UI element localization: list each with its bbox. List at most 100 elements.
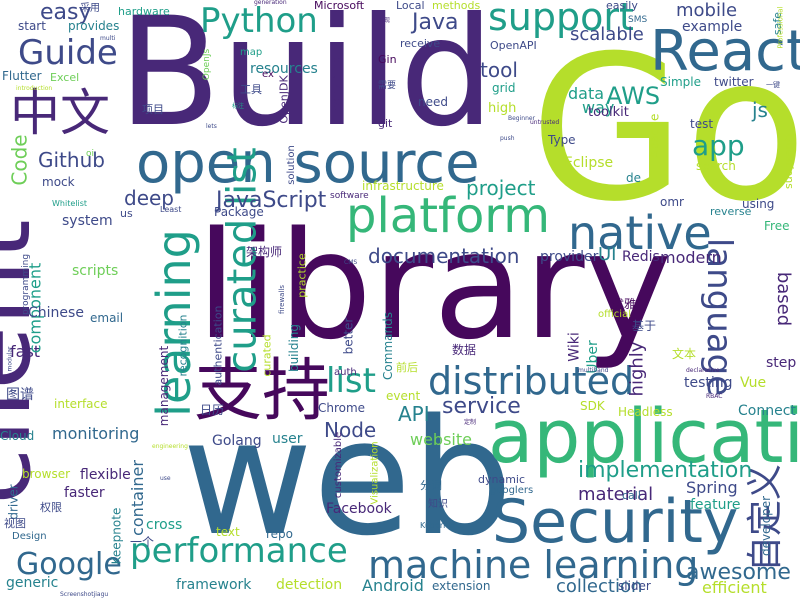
word-project: project — [466, 176, 536, 200]
word-beginner: Beginner — [508, 115, 536, 122]
word-mobile: mobile — [676, 0, 738, 21]
word-platform: platform — [346, 188, 550, 244]
word-mock: mock — [42, 175, 75, 189]
word-official: official — [598, 309, 631, 320]
word-redis: Redis — [622, 249, 660, 265]
word-headless: Headless — [618, 405, 673, 419]
word-easy: easy — [40, 0, 92, 25]
word-flexible: flexible — [80, 467, 131, 483]
word-management: management — [157, 345, 172, 427]
word-cms: CMS — [344, 259, 358, 266]
word-multi: multi — [100, 35, 116, 42]
word-repo: repo — [266, 527, 294, 541]
word-us: us — [120, 207, 133, 220]
word-text: text — [216, 525, 240, 539]
word-android: Android — [362, 576, 424, 595]
word-introduction: introduction — [16, 85, 53, 92]
word-infrastructure: infrastructure — [362, 179, 444, 193]
word-efficient: efficient — [702, 578, 767, 597]
word-example: example — [682, 19, 743, 35]
word-open-source: open source — [136, 131, 480, 196]
word-better: better — [341, 317, 356, 355]
word-cross: cross — [146, 517, 183, 533]
word-excel: Excel — [50, 71, 80, 84]
word-distributed: distributed — [428, 359, 635, 403]
word-zhichi: 支持 — [194, 352, 331, 431]
word-aws: AWS — [606, 82, 661, 110]
word-apache: Apache — [647, 113, 662, 159]
word-hardware: hardware — [118, 5, 170, 18]
word-website: website — [410, 430, 472, 449]
word-type: Type — [548, 133, 576, 147]
word-call: call — [622, 489, 641, 502]
word-shitu: 视图 — [4, 517, 26, 530]
word-ui: UI — [598, 244, 617, 265]
word-simple: Simple — [660, 75, 701, 89]
word-browser: browser — [22, 467, 71, 481]
word-questions: Questions — [782, 134, 796, 189]
word-api: API — [398, 402, 430, 426]
word-map: map — [240, 47, 263, 58]
word-rili: 日历 — [200, 403, 225, 417]
word-cloud: Cloud — [0, 429, 35, 443]
word-tupu: 图谱 — [6, 387, 34, 403]
word-slider: slider — [618, 579, 651, 593]
word-native: native — [568, 206, 712, 260]
word-detection: detection — [276, 577, 343, 593]
word-youya: 优雅 — [612, 297, 637, 311]
word-support: support — [488, 0, 634, 39]
word-implementation: implementation — [578, 458, 753, 483]
word-shuju: 数据 — [452, 343, 477, 357]
word-fenci: 分词 — [420, 479, 442, 492]
word-developer: developer — [759, 495, 774, 557]
word-generation: generation — [254, 0, 287, 6]
word-jiyu: 基于 — [632, 319, 657, 333]
word-service: service — [442, 394, 521, 419]
word-list: list — [326, 361, 376, 401]
word-screenshotjiagu: Screenshotjiagu — [60, 591, 109, 598]
word-zhishi: 知识 — [428, 499, 448, 510]
word-connect: Connect — [738, 403, 796, 419]
word-sdk: SDK — [580, 399, 605, 413]
word-dynamic: dynamic — [478, 473, 526, 486]
word-need: need — [418, 95, 448, 109]
word-caiyong: 采用 — [80, 3, 100, 14]
word-free: Free — [764, 219, 790, 233]
word-professional: Professional — [776, 6, 785, 49]
word-solution: solution — [285, 145, 297, 185]
word-yijian: 一键 — [766, 81, 780, 89]
word-application: application — [488, 394, 800, 480]
word-microsoft: Microsoft — [314, 0, 365, 12]
word-code: Code — [7, 134, 32, 186]
word-high: high — [488, 101, 517, 116]
word-commands: Commands — [380, 312, 395, 380]
word-chinese: Chinese — [28, 305, 84, 321]
word-omr: omr — [660, 195, 684, 209]
word-customizable: customizable — [333, 431, 345, 499]
word-fast: fast — [10, 342, 41, 361]
word-declarative: declarative — [686, 367, 720, 374]
word-xuyao: 需要 — [378, 81, 397, 91]
word-rbac: RBAC — [706, 393, 723, 400]
word-authentication: authentication — [211, 305, 225, 386]
word-engineering: engineering — [152, 443, 188, 450]
word-least: Least — [160, 205, 182, 214]
word-google: Google — [16, 547, 122, 582]
word-github: Github — [38, 148, 105, 172]
word-based: based — [773, 271, 795, 327]
word-framework: framework — [176, 577, 252, 593]
word-vue: Vue — [740, 375, 767, 391]
word-googlers: googlers — [490, 485, 534, 496]
word-local: Local — [396, 0, 425, 12]
word-facebook: Facebook — [326, 501, 392, 517]
word-interface: interface — [54, 397, 108, 411]
word-eclipse: Eclipse — [564, 155, 614, 171]
word-firewalls: firewalls — [278, 285, 286, 314]
word-react: React — [650, 19, 800, 84]
word-auth: auth — [334, 367, 357, 378]
word-data: data — [568, 84, 605, 103]
word-system: system — [62, 213, 113, 229]
word-go: Go — [530, 13, 800, 246]
word-curated-list: curated list — [219, 147, 266, 373]
